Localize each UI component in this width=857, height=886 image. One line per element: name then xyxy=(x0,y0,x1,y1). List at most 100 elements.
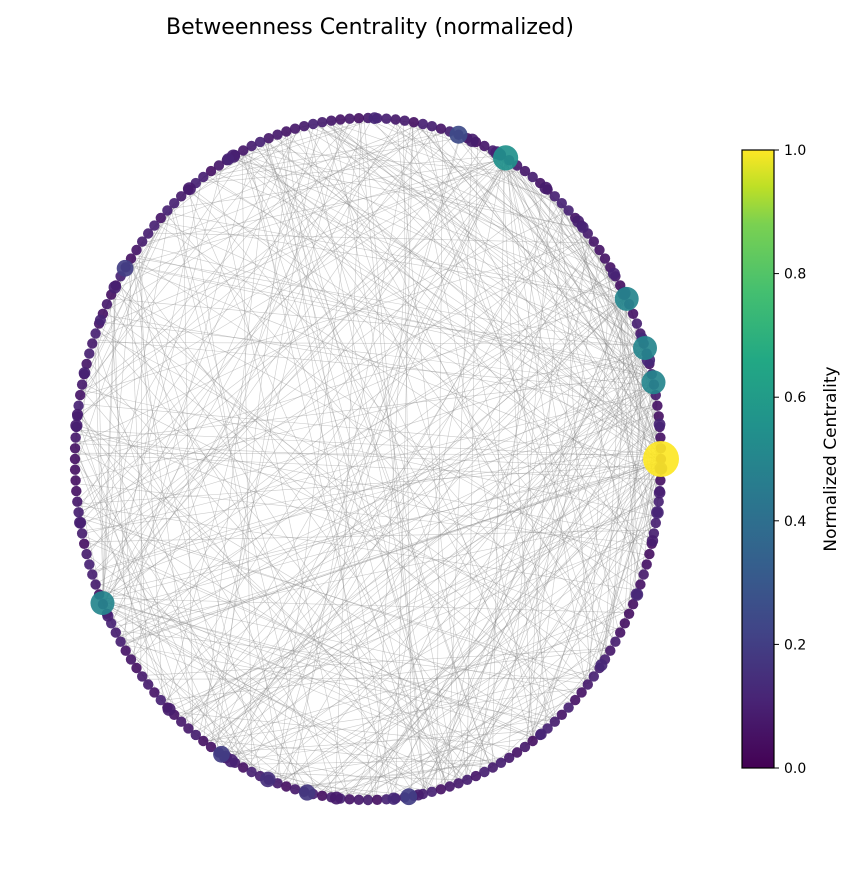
edge xyxy=(231,156,658,510)
edge xyxy=(75,430,654,539)
edge xyxy=(454,463,662,785)
edge xyxy=(82,203,174,381)
edge xyxy=(579,223,662,459)
edge xyxy=(575,218,654,540)
edge xyxy=(101,254,134,603)
colorbar-tick-label: 0.8 xyxy=(784,267,806,283)
edge xyxy=(528,173,642,584)
edge xyxy=(113,124,427,291)
edge xyxy=(576,220,652,545)
edge xyxy=(264,139,430,793)
edge xyxy=(86,553,409,797)
edge xyxy=(168,159,509,210)
node xyxy=(646,535,659,547)
edge xyxy=(218,729,546,753)
edge xyxy=(317,457,662,796)
edge xyxy=(103,284,117,606)
edge xyxy=(203,176,661,443)
edge xyxy=(93,156,505,341)
node xyxy=(81,358,92,370)
edge xyxy=(301,126,644,344)
node xyxy=(70,475,81,486)
edge xyxy=(525,419,660,747)
node xyxy=(70,419,83,432)
edge xyxy=(599,250,662,465)
edge xyxy=(497,152,647,352)
edge xyxy=(171,711,524,749)
node xyxy=(435,123,447,134)
node xyxy=(298,121,310,132)
edge xyxy=(325,121,662,462)
edge xyxy=(82,382,612,649)
node xyxy=(281,126,292,137)
edge xyxy=(74,220,159,469)
node xyxy=(69,464,81,475)
edge xyxy=(131,145,485,661)
edge xyxy=(146,681,277,784)
edge xyxy=(587,456,662,685)
edge xyxy=(74,450,223,756)
edge xyxy=(201,383,654,740)
edge xyxy=(122,459,662,646)
edge xyxy=(253,144,630,615)
node xyxy=(408,117,419,128)
node xyxy=(71,408,84,420)
edge xyxy=(157,221,627,300)
edge xyxy=(233,519,657,763)
edge xyxy=(127,264,651,369)
edge xyxy=(447,140,473,788)
edge xyxy=(109,298,645,348)
node xyxy=(387,792,400,805)
edge xyxy=(102,286,116,603)
edge xyxy=(179,382,654,720)
edge xyxy=(396,590,639,799)
edge xyxy=(131,257,645,347)
edge xyxy=(126,264,495,767)
edge xyxy=(331,120,660,424)
node xyxy=(74,516,87,529)
edge xyxy=(263,140,661,440)
edge xyxy=(76,118,355,422)
edge xyxy=(155,223,652,546)
edge xyxy=(598,384,655,669)
edge xyxy=(382,352,647,800)
edge xyxy=(319,591,638,796)
edge xyxy=(418,353,647,795)
node xyxy=(353,794,364,805)
edge xyxy=(85,192,551,551)
edge xyxy=(268,138,492,769)
edge xyxy=(140,241,143,675)
edge xyxy=(308,125,446,788)
node xyxy=(444,781,455,792)
edge xyxy=(308,523,656,794)
edge xyxy=(226,205,564,758)
edge xyxy=(119,272,614,641)
node xyxy=(137,671,148,682)
node xyxy=(588,671,599,682)
colorbar-label: Normalized Centrality xyxy=(821,366,841,551)
colorbar-tick-label: 0.2 xyxy=(784,637,806,653)
edge xyxy=(94,335,104,607)
edge xyxy=(108,177,203,618)
edge xyxy=(436,129,443,791)
node xyxy=(653,496,664,507)
edge xyxy=(92,160,511,578)
edge xyxy=(77,156,505,415)
colorbar-tick-label: 0.6 xyxy=(784,390,806,406)
node xyxy=(610,636,621,647)
edge xyxy=(329,697,578,798)
edge xyxy=(76,125,430,420)
edge xyxy=(453,132,653,379)
edge xyxy=(195,155,502,184)
node xyxy=(563,702,574,713)
node xyxy=(417,118,429,130)
node xyxy=(470,770,482,782)
node xyxy=(94,314,106,326)
node xyxy=(638,569,649,580)
edge xyxy=(286,131,650,556)
edge xyxy=(221,446,661,755)
node xyxy=(655,432,666,443)
edge xyxy=(317,122,662,465)
edge xyxy=(526,458,662,746)
edge xyxy=(432,126,604,664)
